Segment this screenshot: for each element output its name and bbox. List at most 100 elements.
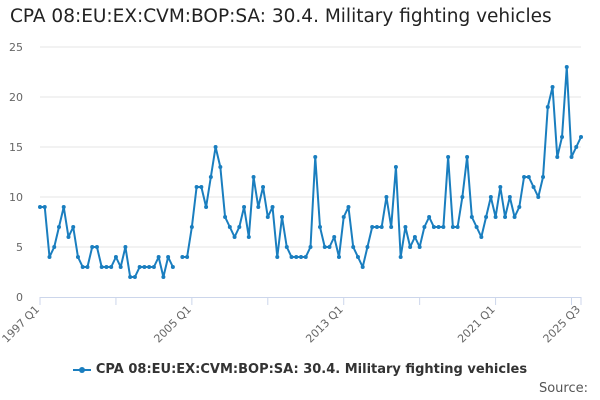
data-point[interactable]	[446, 155, 451, 159]
data-point[interactable]	[294, 255, 299, 259]
data-point[interactable]	[156, 255, 161, 259]
data-point[interactable]	[327, 245, 332, 249]
data-point[interactable]	[161, 275, 166, 279]
data-point[interactable]	[360, 265, 365, 269]
data-point[interactable]	[199, 185, 204, 189]
data-point[interactable]	[52, 245, 57, 249]
data-point[interactable]	[227, 225, 232, 229]
data-point[interactable]	[384, 195, 389, 199]
data-point[interactable]	[522, 175, 527, 179]
data-point[interactable]	[550, 85, 555, 89]
data-point[interactable]	[213, 145, 218, 149]
data-point[interactable]	[208, 175, 213, 179]
data-point[interactable]	[218, 165, 223, 169]
data-point[interactable]	[417, 245, 422, 249]
data-point[interactable]	[322, 245, 327, 249]
legend[interactable]: CPA 08:EU:EX:CVM:BOP:SA: 30.4. Military …	[0, 362, 600, 377]
data-point[interactable]	[90, 245, 95, 249]
data-point[interactable]	[389, 225, 394, 229]
data-point[interactable]	[251, 175, 256, 179]
data-point[interactable]	[574, 145, 579, 149]
data-point[interactable]	[503, 215, 508, 219]
data-point[interactable]	[61, 205, 66, 209]
data-point[interactable]	[118, 265, 123, 269]
data-point[interactable]	[332, 235, 337, 239]
data-point[interactable]	[56, 225, 61, 229]
data-point[interactable]	[204, 205, 209, 209]
data-point[interactable]	[280, 215, 285, 219]
data-point[interactable]	[47, 255, 52, 259]
data-point[interactable]	[246, 235, 251, 239]
data-point[interactable]	[498, 185, 503, 189]
data-point[interactable]	[564, 65, 569, 69]
data-point[interactable]	[303, 255, 308, 259]
data-point[interactable]	[232, 235, 237, 239]
data-point[interactable]	[441, 225, 446, 229]
data-point[interactable]	[479, 235, 484, 239]
data-point[interactable]	[142, 265, 147, 269]
data-point[interactable]	[341, 215, 346, 219]
data-point[interactable]	[398, 255, 403, 259]
data-point[interactable]	[289, 255, 294, 259]
data-point[interactable]	[113, 255, 118, 259]
data-point[interactable]	[75, 255, 80, 259]
data-point[interactable]	[431, 225, 436, 229]
data-point[interactable]	[422, 225, 427, 229]
data-point[interactable]	[555, 155, 560, 159]
data-point[interactable]	[531, 185, 536, 189]
data-point[interactable]	[379, 225, 384, 229]
data-point[interactable]	[94, 245, 99, 249]
data-point[interactable]	[38, 205, 42, 209]
data-point[interactable]	[80, 265, 85, 269]
data-point[interactable]	[579, 135, 583, 139]
data-point[interactable]	[545, 105, 550, 109]
data-point[interactable]	[488, 195, 493, 199]
data-point[interactable]	[436, 225, 441, 229]
data-point[interactable]	[261, 185, 266, 189]
data-point[interactable]	[526, 175, 531, 179]
data-point[interactable]	[465, 155, 470, 159]
data-point[interactable]	[194, 185, 199, 189]
data-point[interactable]	[170, 265, 175, 269]
data-point[interactable]	[313, 155, 318, 159]
data-point[interactable]	[355, 255, 360, 259]
data-point[interactable]	[237, 225, 242, 229]
data-point[interactable]	[403, 225, 408, 229]
data-point[interactable]	[123, 245, 128, 249]
data-point[interactable]	[493, 215, 498, 219]
data-point[interactable]	[374, 225, 379, 229]
data-point[interactable]	[265, 215, 270, 219]
data-point[interactable]	[166, 255, 171, 259]
data-point[interactable]	[151, 265, 156, 269]
data-point[interactable]	[541, 175, 546, 179]
data-point[interactable]	[132, 275, 137, 279]
data-point[interactable]	[284, 245, 289, 249]
data-point[interactable]	[517, 205, 522, 209]
data-point[interactable]	[185, 255, 190, 259]
data-point[interactable]	[365, 245, 370, 249]
data-point[interactable]	[507, 195, 512, 199]
data-point[interactable]	[412, 235, 417, 239]
data-point[interactable]	[85, 265, 90, 269]
data-point[interactable]	[104, 265, 109, 269]
data-point[interactable]	[536, 195, 541, 199]
data-point[interactable]	[256, 205, 261, 209]
data-point[interactable]	[275, 255, 280, 259]
data-point[interactable]	[427, 215, 432, 219]
data-point[interactable]	[450, 225, 455, 229]
data-point[interactable]	[408, 245, 413, 249]
data-point[interactable]	[180, 255, 185, 259]
data-point[interactable]	[223, 215, 228, 219]
data-point[interactable]	[299, 255, 304, 259]
data-point[interactable]	[560, 135, 565, 139]
data-point[interactable]	[66, 235, 71, 239]
data-point[interactable]	[469, 215, 474, 219]
data-point[interactable]	[109, 265, 114, 269]
data-point[interactable]	[242, 205, 247, 209]
data-point[interactable]	[455, 225, 460, 229]
data-point[interactable]	[351, 245, 356, 249]
data-point[interactable]	[189, 225, 194, 229]
data-point[interactable]	[370, 225, 375, 229]
data-point[interactable]	[42, 205, 47, 209]
data-point[interactable]	[460, 195, 465, 199]
